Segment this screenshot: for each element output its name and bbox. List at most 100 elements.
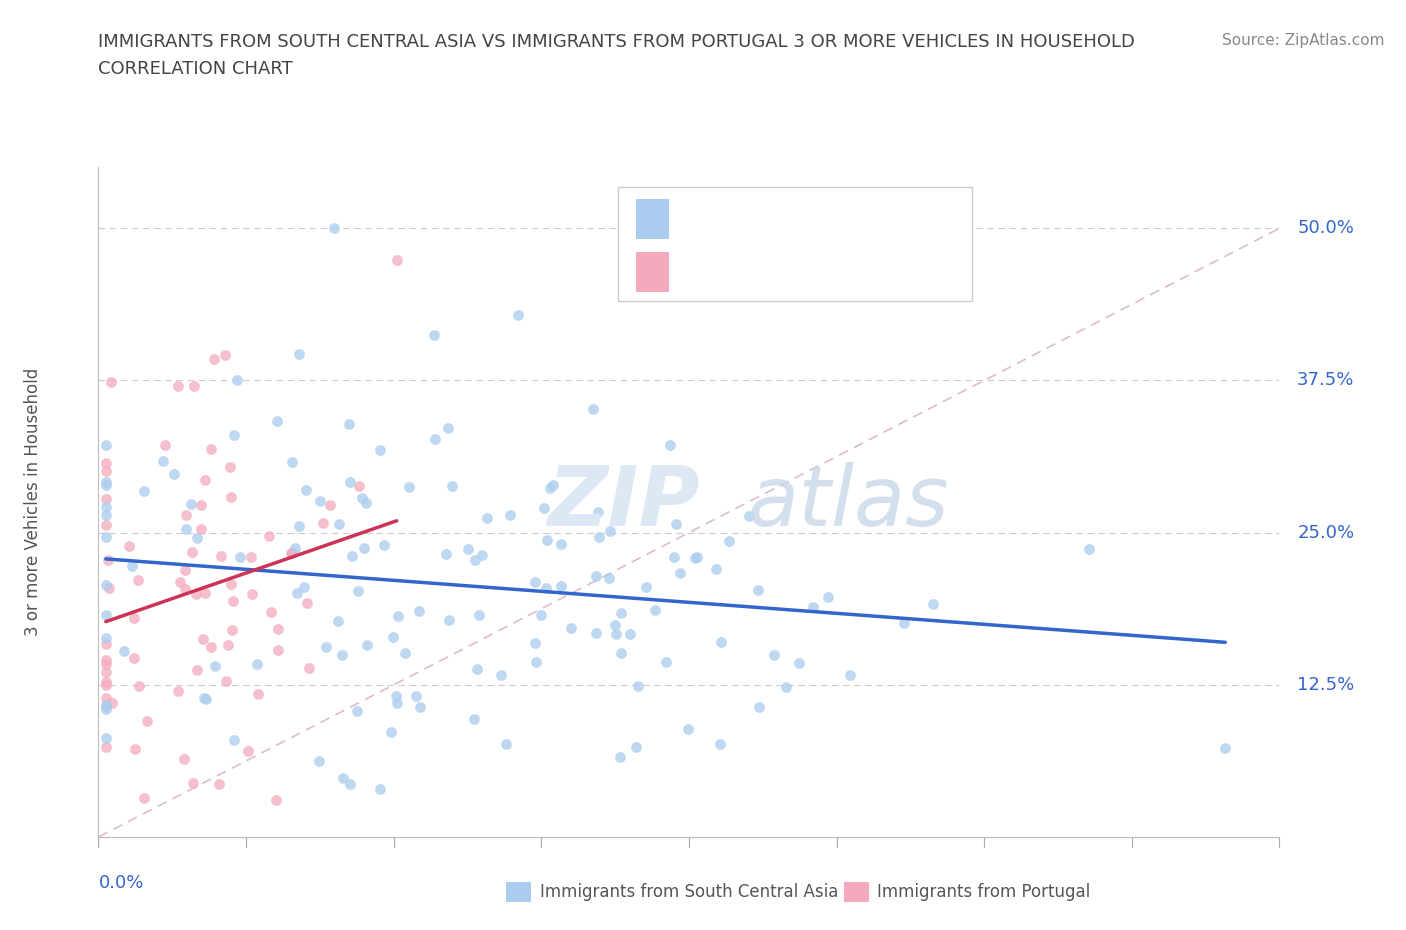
Point [94, 518, 117, 533]
Point [471, 548, 494, 563]
Point [193, 690, 215, 705]
Point [748, 699, 770, 714]
Point [550, 537, 572, 551]
Point [229, 550, 252, 565]
Point [710, 635, 733, 650]
Point [683, 551, 706, 565]
Point [152, 454, 174, 469]
Point [134, 790, 156, 805]
Point [184, 586, 207, 601]
Point [194, 472, 217, 487]
Text: N =: N = [797, 261, 838, 280]
Text: 37.5%: 37.5% [1298, 371, 1354, 390]
Point [550, 578, 572, 593]
Point [94, 499, 117, 514]
Point [183, 379, 205, 393]
Text: 3 or more Vehicles in Household: 3 or more Vehicles in Household [24, 368, 42, 636]
Point [676, 722, 699, 737]
Point [94, 578, 117, 592]
Point [738, 509, 761, 524]
Point [775, 679, 797, 694]
Point [636, 579, 658, 594]
Point [259, 528, 281, 543]
Point [94, 698, 117, 713]
Point [225, 372, 247, 387]
Point [94, 478, 117, 493]
Point [468, 608, 491, 623]
Point [127, 572, 149, 587]
Point [136, 713, 159, 728]
Point [423, 432, 446, 446]
Point [167, 379, 190, 393]
Point [368, 443, 391, 458]
Point [346, 703, 368, 718]
Point [267, 622, 290, 637]
Point [246, 657, 269, 671]
Point [326, 614, 349, 629]
Point [405, 688, 427, 703]
Point [94, 701, 117, 716]
Point [582, 402, 605, 417]
Point [337, 417, 360, 432]
Point [173, 582, 195, 597]
Point [280, 546, 302, 561]
FancyBboxPatch shape [636, 198, 669, 239]
Point [100, 696, 122, 711]
Text: R =: R = [683, 261, 723, 280]
Point [437, 421, 460, 436]
Point [173, 563, 195, 578]
Point [347, 583, 370, 598]
Point [603, 618, 626, 632]
FancyBboxPatch shape [619, 188, 973, 301]
Point [94, 438, 117, 453]
Point [353, 540, 375, 555]
Point [97, 552, 120, 567]
Text: Source: ZipAtlas.com: Source: ZipAtlas.com [1222, 33, 1385, 47]
Point [465, 661, 488, 676]
Point [609, 605, 631, 620]
Point [609, 750, 631, 764]
Point [354, 496, 377, 511]
Point [801, 600, 824, 615]
Point [309, 493, 332, 508]
Point [267, 643, 290, 658]
Point [94, 677, 117, 692]
Point [328, 516, 350, 531]
Point [339, 474, 361, 489]
Point [536, 533, 558, 548]
Text: R =: R = [683, 209, 723, 227]
Point [209, 549, 232, 564]
Point [219, 490, 242, 505]
Point [922, 596, 945, 611]
Point [534, 580, 557, 595]
Point [112, 644, 135, 658]
Point [295, 596, 318, 611]
Point [308, 754, 330, 769]
Point [94, 508, 117, 523]
Point [598, 571, 620, 586]
Point [200, 639, 222, 654]
Point [499, 508, 522, 523]
Point [385, 689, 408, 704]
Point [609, 645, 631, 660]
Point [605, 627, 627, 642]
Point [284, 540, 307, 555]
Point [464, 552, 486, 567]
Point [264, 793, 287, 808]
Point [457, 541, 479, 556]
Point [475, 511, 498, 525]
Point [704, 562, 727, 577]
Text: IMMIGRANTS FROM SOUTH CENTRAL ASIA VS IMMIGRANTS FROM PORTUGAL 3 OR MORE VEHICLE: IMMIGRANTS FROM SOUTH CENTRAL ASIA VS IM… [98, 33, 1135, 50]
Point [319, 498, 342, 512]
Point [224, 733, 246, 748]
Point [380, 724, 402, 739]
Point [214, 348, 236, 363]
Point [560, 620, 582, 635]
Point [506, 307, 529, 322]
Point [94, 674, 117, 689]
Point [538, 480, 561, 495]
Text: Immigrants from South Central Asia: Immigrants from South Central Asia [540, 883, 838, 901]
Point [94, 607, 117, 622]
Point [588, 529, 610, 544]
Point [195, 691, 218, 706]
